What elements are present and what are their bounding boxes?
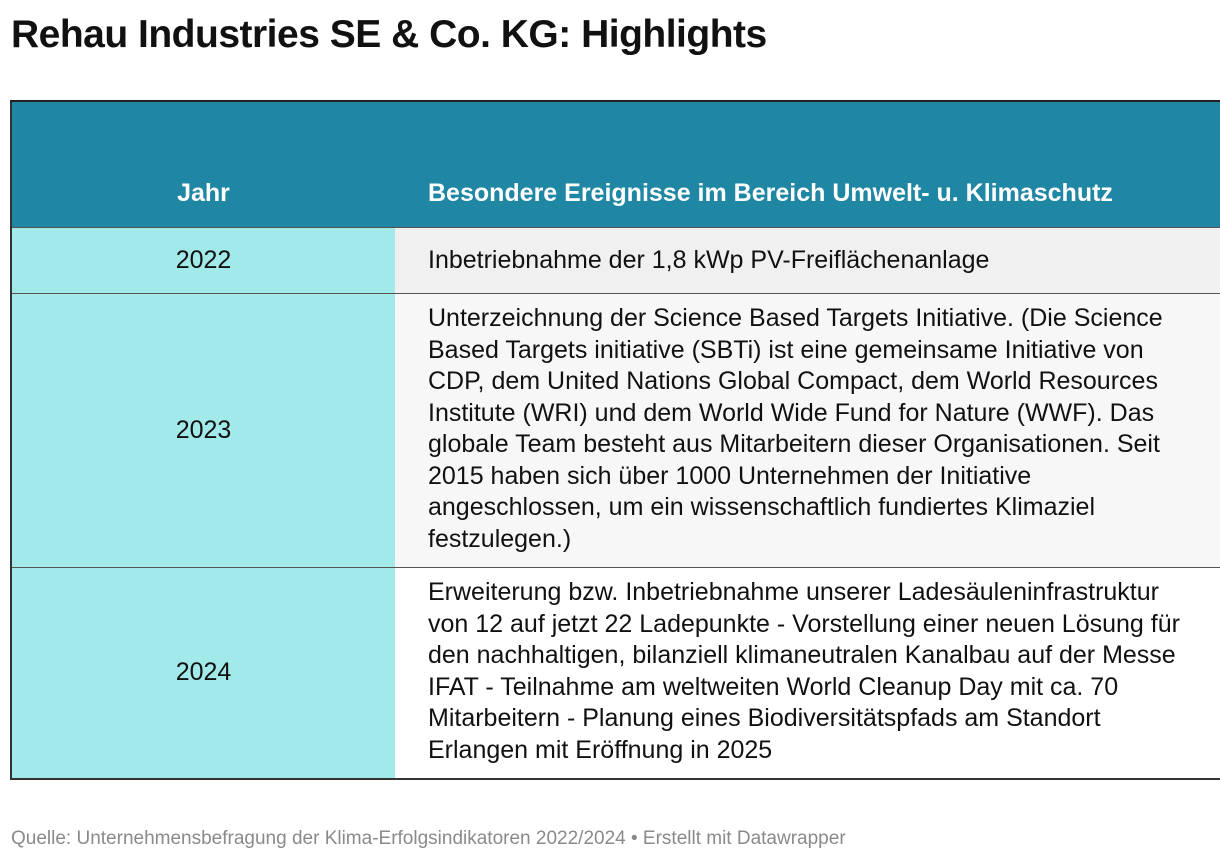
highlights-table-container: Jahr Besondere Ereignisse im Bereich Umw… — [10, 100, 1220, 780]
table-body: 2022 Inbetriebnahme der 1,8 kWp PV-Freif… — [10, 227, 1220, 780]
source-footer: Quelle: Unternehmensbefragung der Klima-… — [11, 828, 846, 849]
event-cell: Inbetriebnahme der 1,8 kWp PV-Freifläche… — [395, 227, 1220, 294]
event-cell: Unterzeichnung der Science Based Targets… — [395, 293, 1220, 568]
table-row: 2023 Unterzeichnung der Science Based Ta… — [10, 293, 1220, 568]
page-title: Rehau Industries SE & Co. KG: Highlights — [11, 13, 767, 56]
year-cell: 2023 — [10, 293, 395, 568]
table-header-row: Jahr Besondere Ereignisse im Bereich Umw… — [10, 100, 1220, 228]
table-row: 2022 Inbetriebnahme der 1,8 kWp PV-Freif… — [10, 227, 1220, 294]
highlights-table: Jahr Besondere Ereignisse im Bereich Umw… — [10, 100, 1220, 780]
year-cell: 2024 — [10, 567, 395, 780]
year-cell: 2022 — [10, 227, 395, 294]
column-header-event[interactable]: Besondere Ereignisse im Bereich Umwelt- … — [395, 100, 1220, 228]
column-header-year[interactable]: Jahr — [10, 100, 395, 228]
table-header: Jahr Besondere Ereignisse im Bereich Umw… — [10, 100, 1220, 228]
table-row: 2024 Erweiterung bzw. Inbetriebnahme uns… — [10, 567, 1220, 780]
event-cell: Erweiterung bzw. Inbetriebnahme unserer … — [395, 567, 1220, 780]
